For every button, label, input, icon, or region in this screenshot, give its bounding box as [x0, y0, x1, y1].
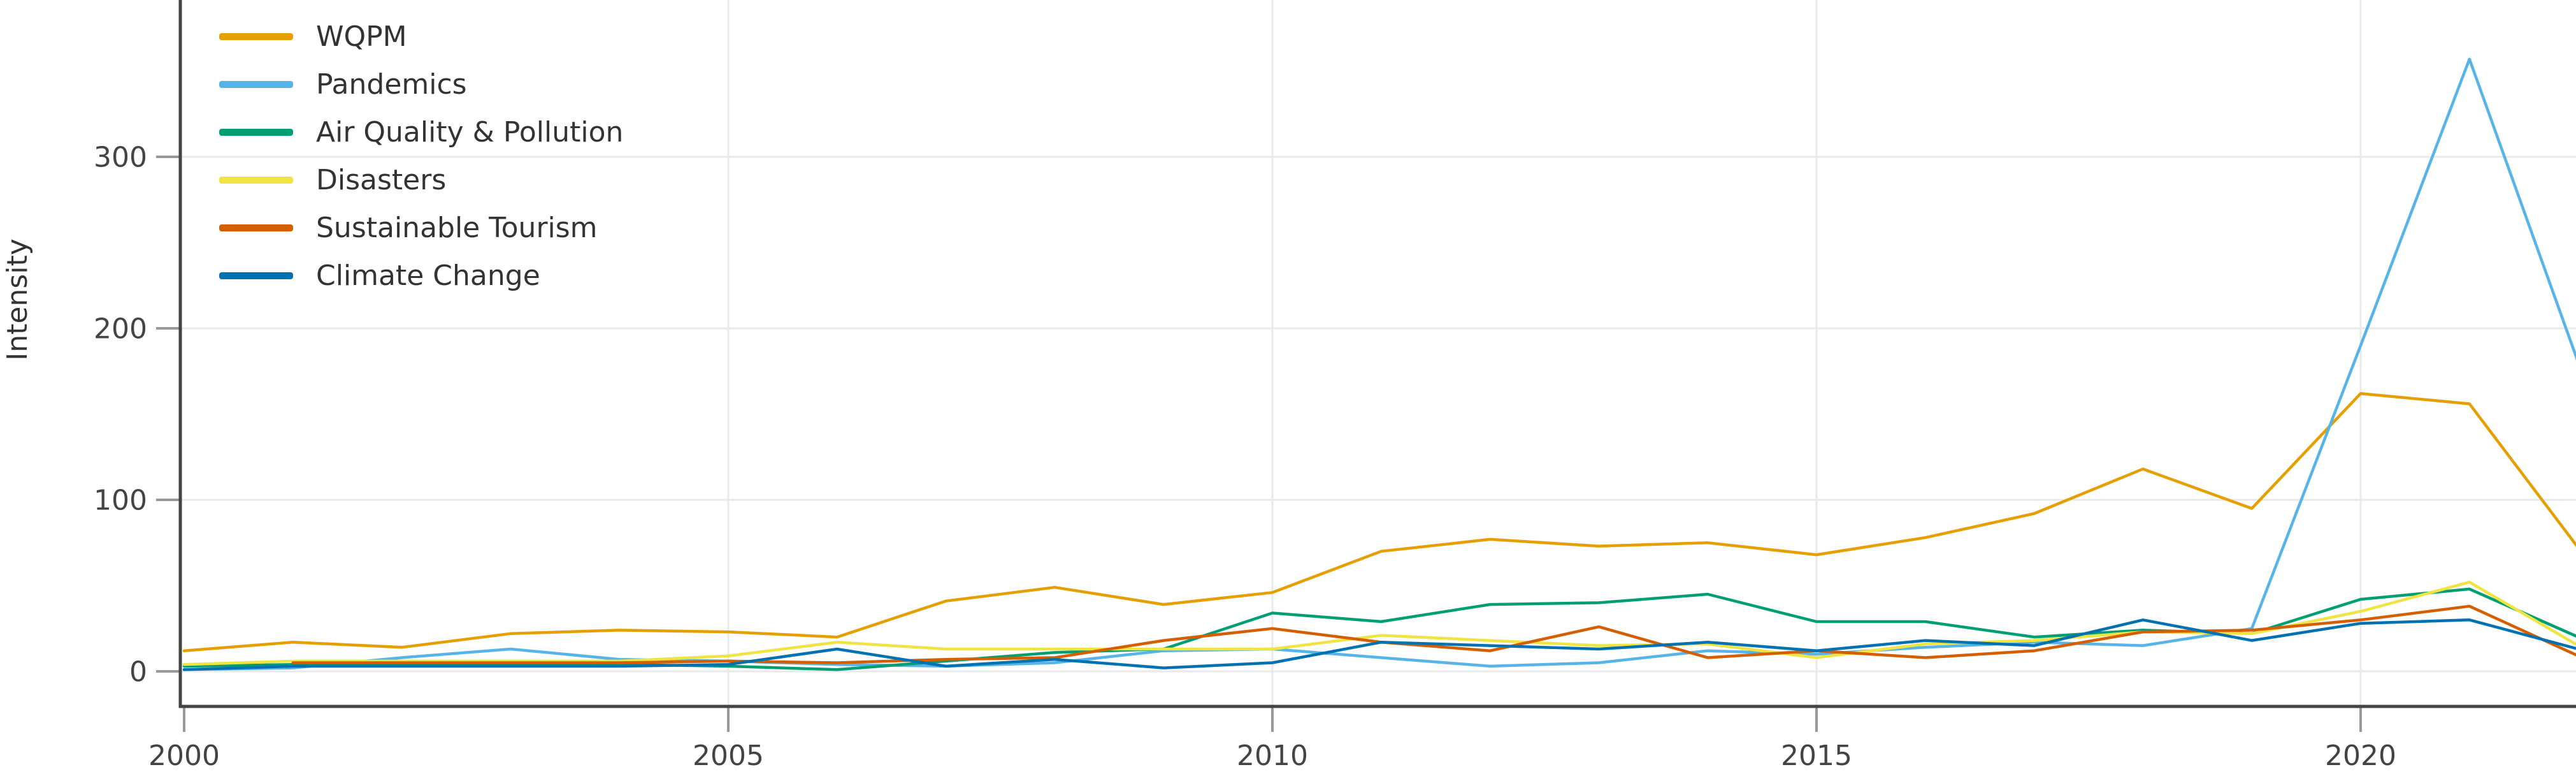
ticks: 0 100 200 300 2000 2005 2010 2015 2020	[94, 141, 2396, 772]
x-tick-label: 2010	[1237, 740, 1308, 772]
legend-swatch	[219, 129, 293, 136]
y-tick-label: 300	[94, 141, 147, 173]
legend-label: WQPM	[316, 20, 407, 53]
legend-swatch	[219, 177, 293, 184]
y-axis-title: Intensity	[1, 238, 34, 361]
legend-swatch	[219, 224, 293, 231]
legend-label: Disasters	[316, 164, 447, 196]
legend: WQPM Pandemics Air Quality & Pollution D…	[219, 13, 623, 300]
legend-item-disasters[interactable]: Disasters	[219, 156, 623, 204]
legend-item-air-quality-pollution[interactable]: Air Quality & Pollution	[219, 108, 623, 156]
legend-swatch	[219, 272, 293, 279]
legend-label: Climate Change	[316, 259, 540, 292]
legend-swatch	[219, 81, 293, 88]
legend-label: Pandemics	[316, 68, 467, 101]
series-line-wqpm	[182, 391, 2576, 652]
x-tick-label: 2000	[148, 740, 220, 772]
legend-swatch	[219, 33, 293, 40]
y-tick-label: 100	[94, 484, 147, 516]
y-tick-label: 200	[94, 312, 147, 345]
x-tick-label: 2015	[1781, 740, 1852, 772]
legend-item-climate-change[interactable]: Climate Change	[219, 252, 623, 300]
y-tick-label: 0	[129, 655, 147, 688]
legend-label: Sustainable Tourism	[316, 212, 598, 244]
gridlines	[180, 0, 2576, 706]
series-line-pandemics	[182, 57, 2576, 671]
legend-item-sustainable-tourism[interactable]: Sustainable Tourism	[219, 204, 623, 252]
legend-label: Air Quality & Pollution	[316, 116, 624, 149]
x-tick-label: 2005	[693, 740, 764, 772]
x-tick-label: 2020	[2325, 740, 2396, 772]
series-lines	[182, 57, 2576, 671]
legend-item-pandemics[interactable]: Pandemics	[219, 61, 623, 108]
legend-item-wqpm[interactable]: WQPM	[219, 13, 623, 61]
series-line-climate-change	[182, 618, 2576, 671]
